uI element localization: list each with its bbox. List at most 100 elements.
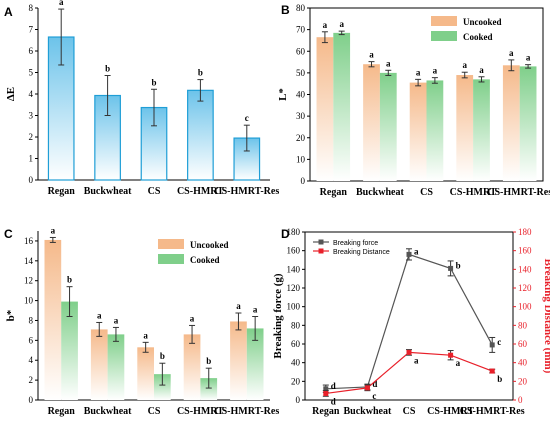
panel-d-category-label: CS-HMRT-Res — [460, 406, 525, 417]
panel-c-chart: 0 2 4 6 8 10 12 14 16 b* Regan Buckwheat CS CS-HMRTCS… — [5, 225, 279, 417]
panel-c-bar — [90, 329, 108, 400]
panel-c-sig-label: a — [236, 301, 241, 311]
panel-c-bar — [61, 301, 78, 400]
panel-d-y2tick-label: 40 — [518, 358, 528, 368]
panel-c-legend-label: Cooked — [190, 255, 220, 265]
panel-b-legend-label: Cooked — [463, 32, 493, 42]
panel-c-sig-label: a — [114, 315, 119, 325]
panel-b-category-label: Buckwheat — [356, 187, 404, 198]
panel-d-point — [489, 342, 495, 348]
panel-d-y-title: Breaking force (g) — [272, 273, 284, 358]
panel-a-ytick-label: 6 — [29, 46, 34, 56]
panel-d-ytick-label: 0 — [296, 395, 301, 405]
panel-c-category-label: Regan — [48, 406, 76, 417]
panel-c-bar — [230, 321, 247, 400]
panel-d-ytick-label: 180 — [287, 227, 301, 237]
panel-b-category-label: Regan — [320, 187, 348, 198]
panel-b-ytick-label: 60 — [296, 46, 306, 56]
panel-c-sig-label: a — [51, 225, 56, 235]
panel-c-y-title: b* — [5, 309, 17, 321]
panel-d-category-label: CS-HMRT — [427, 406, 474, 417]
panel-d-point — [323, 390, 329, 396]
panel-label-b: B — [281, 3, 290, 17]
panel-a-ytick-label: 7 — [29, 25, 34, 35]
panel-c-bar — [137, 347, 154, 400]
panel-a-ytick-label: 5 — [29, 68, 34, 78]
panel-d-y2tick-label: 100 — [518, 302, 532, 312]
panel-d-ytick-label: 120 — [287, 283, 301, 293]
panel-a-ytick-label: 0 — [29, 175, 34, 185]
panel-a-category-label: Buckwheat — [84, 186, 132, 197]
panel-b-ytick-label: 80 — [296, 3, 306, 13]
panel-a-category-label: CS-HMRT — [177, 186, 224, 197]
panel-b-bar — [379, 72, 397, 181]
panel-a-ytick-label: 4 — [29, 89, 34, 99]
panel-b-sig-label: a — [339, 19, 344, 29]
panel-d-legend-label: Breaking force — [333, 240, 378, 247]
panel-a-sig-label: b — [198, 68, 203, 78]
panel-b-category-label: CS-HMRT — [450, 187, 497, 198]
panel-c-ytick-label: 8 — [29, 315, 34, 325]
panel-c-ytick-label: 6 — [29, 335, 34, 345]
panel-b-legend-label: Uncooked — [463, 17, 502, 27]
panel-d-ytick-label: 140 — [287, 264, 301, 274]
panel-b-ytick-label: 30 — [296, 111, 306, 121]
panel-c-ytick-label: 12 — [24, 276, 33, 286]
panel-d-y2tick-label: 0 — [518, 395, 523, 405]
panel-c-sig-label: b — [206, 356, 211, 366]
panel-a-sig-label: a — [59, 0, 64, 7]
panel-c-ytick-label: 0 — [29, 395, 34, 405]
panel-d-sig-label: c — [372, 391, 376, 401]
panel-b-bar — [456, 75, 474, 181]
panel-c-sig-label: a — [190, 313, 195, 323]
panel-c-bar — [107, 334, 125, 400]
panel-d-ytick-label: 100 — [287, 302, 301, 312]
panel-b-legend-swatch — [431, 16, 457, 26]
panel-d-sig-label: a — [414, 355, 419, 365]
panel-a-category-label: CS-HMRT-Res — [214, 186, 279, 197]
panel-d-ytick-label: 160 — [287, 246, 301, 256]
panel-b-ytick-label: 50 — [296, 68, 306, 78]
panel-c-ytick-label: 14 — [24, 256, 34, 266]
panel-label-c: C — [4, 227, 13, 241]
panel-d-y2tick-label: 180 — [518, 227, 532, 237]
panel-d-series-line — [325, 253, 493, 390]
panel-b-bar — [502, 65, 520, 181]
panel-d-y2tick-label: 60 — [518, 339, 528, 349]
panel-d-point — [406, 349, 412, 355]
panel-a-sig-label: b — [105, 64, 110, 74]
panel-d-ytick-label: 20 — [291, 376, 301, 386]
panel-c-category-label: CS-HMRT — [177, 406, 224, 417]
panel-a-category-label: Regan — [48, 186, 76, 197]
panel-d-y2tick-label: 80 — [518, 320, 528, 330]
panel-label-a: A — [4, 5, 13, 19]
panel-d-point — [448, 265, 454, 271]
panel-d-sig-label: c — [497, 337, 501, 347]
panel-c-bar — [44, 239, 62, 400]
panel-d-sig-label: d — [331, 396, 336, 406]
panel-a-sig-label: b — [151, 77, 156, 87]
panel-d-sig-label: a — [456, 358, 461, 368]
panel-b-legend-swatch — [431, 31, 457, 41]
panel-b-category-label: CS — [420, 187, 433, 198]
panel-a-chart: 0 1 2 3 4 5 6 7 8 ΔE Regan Buckwheat CS CS-HMRTCS-HMR… — [5, 0, 279, 197]
panel-d-ytick-label: 40 — [291, 358, 301, 368]
panel-a-bar — [187, 89, 214, 181]
panel-b-ytick-label: 70 — [296, 25, 306, 35]
panel-a-ytick-label: 2 — [29, 132, 34, 142]
panel-b-bar — [409, 82, 427, 181]
panel-d-y2tick-label: 140 — [518, 264, 532, 274]
panel-b-ytick-label: 0 — [301, 176, 306, 186]
panel-b-sig-label: a — [526, 53, 531, 63]
panel-d-sig-label: a — [414, 246, 419, 256]
panel-c-sig-label: a — [143, 330, 148, 340]
panel-b-ytick-label: 20 — [296, 133, 306, 143]
panel-c-legend-swatch — [158, 239, 184, 249]
panel-d-point — [406, 251, 412, 257]
panel-b-bar — [426, 80, 444, 181]
panel-b-sig-label: a — [509, 48, 514, 58]
panel-b-bar — [316, 37, 334, 181]
panel-d-ytick-label: 60 — [291, 339, 301, 349]
panel-c-legend-swatch — [158, 254, 184, 264]
